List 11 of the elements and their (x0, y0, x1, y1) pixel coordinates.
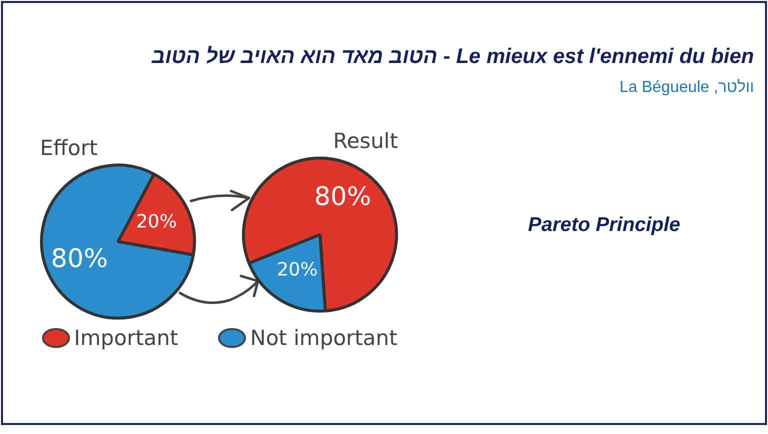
text: הטוב מאד הוא האויב של הטוב - Le mieux est l'ennemi du bien (152, 45, 754, 69)
legend-label: Not important (250, 326, 398, 350)
slice-label: Result (333, 129, 398, 154)
text: Pareto Principle (528, 214, 680, 237)
legend-label: Important (74, 326, 178, 350)
data-label: 80% (51, 244, 108, 274)
slice-label: Effort (40, 136, 98, 160)
text: וולטר, La Bégueule (619, 79, 754, 97)
data-label: 20% (136, 212, 177, 233)
data-label: 80% (314, 182, 372, 212)
data-label: 20% (276, 260, 318, 281)
